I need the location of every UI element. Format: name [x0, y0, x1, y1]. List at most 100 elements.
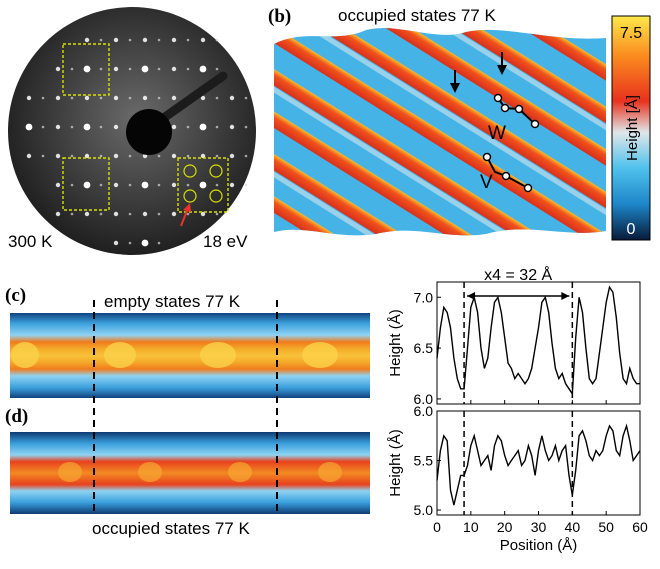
diffraction-spot — [84, 211, 90, 217]
highlight-box — [177, 157, 229, 213]
diffraction-spot — [41, 96, 45, 100]
x-tick-label: 60 — [632, 519, 648, 535]
highlight-box — [62, 157, 110, 211]
diffraction-spot — [186, 183, 190, 187]
diffraction-spot — [171, 153, 177, 159]
w-chain — [497, 97, 536, 125]
diffraction-spot — [99, 125, 103, 129]
diffraction-spot — [41, 154, 45, 158]
diffraction-spot — [99, 38, 103, 42]
colorbar-min: 0 — [627, 221, 636, 238]
x-tick-label: 30 — [531, 519, 547, 535]
diffraction-spot — [157, 154, 161, 158]
diffraction-spot — [215, 67, 219, 71]
diffraction-spot — [70, 125, 74, 129]
diffraction-spot — [83, 181, 91, 189]
y-tick-label: 5.5 — [414, 453, 434, 469]
v-chain — [486, 156, 529, 189]
chain-node — [493, 93, 503, 103]
diffraction-spot — [141, 65, 149, 73]
colorbar-label: Height [Å] — [624, 95, 641, 161]
diffraction-spot — [199, 181, 207, 189]
period-arrow-head — [467, 292, 476, 300]
period-annotation: x4 = 32 Å — [484, 265, 552, 284]
chain-node — [482, 152, 492, 162]
diffraction-spot — [200, 37, 206, 43]
diffraction-spot — [128, 96, 132, 100]
diffraction-spot — [70, 96, 74, 100]
y-tick-label: 5.0 — [414, 502, 434, 518]
diffraction-spot — [128, 183, 132, 187]
x-tick-label: 40 — [565, 519, 581, 535]
diffraction-spot — [186, 38, 190, 42]
x-tick-label: 0 — [433, 519, 441, 535]
colorbar: 7.5 0 Height [Å] — [611, 15, 651, 241]
diffraction-spot — [113, 37, 119, 43]
occupied-states-maxima — [58, 462, 342, 482]
diffraction-spot — [215, 38, 219, 42]
leed-temperature: 300 K — [8, 232, 53, 251]
panel-d-title: occupied states 77 K — [92, 519, 250, 538]
red-arrow-head — [183, 203, 191, 212]
diffraction-spot — [229, 153, 235, 159]
diffraction-spot — [157, 241, 161, 245]
diffraction-spot — [83, 123, 91, 131]
height-profile-line — [436, 285, 640, 396]
x-tick-label: 20 — [497, 519, 513, 535]
spot-marker-circle — [209, 164, 223, 178]
chain-node — [530, 119, 540, 129]
diffraction-spot — [55, 211, 61, 217]
panel-label-d: (d) — [5, 406, 29, 427]
atomic-row — [274, 54, 606, 236]
occupied-states-profile-chart: 5.0 5.5 6.0 0 10 20 30 40 50 60 Height (Å) Position… — [387, 403, 648, 554]
period-arrow-head — [561, 292, 570, 300]
diffraction-spot — [171, 95, 177, 101]
diffraction-spot — [84, 37, 90, 43]
row-highlight — [274, 28, 606, 236]
down-arrow-head — [450, 83, 460, 93]
diffraction-spot — [157, 183, 161, 187]
diffraction-spot — [99, 154, 103, 158]
diffraction-spot — [244, 96, 248, 100]
diffraction-spot — [99, 67, 103, 71]
leed-pattern-image — [8, 7, 256, 255]
diffraction-spot — [128, 241, 132, 245]
x-axis-label: Position (Å) — [500, 537, 578, 554]
stm-line-images — [10, 300, 370, 514]
panel-b-title: occupied states 77 K — [338, 6, 496, 25]
diffraction-spot — [70, 154, 74, 158]
y-axis-label: Height (Å) — [387, 309, 404, 377]
diffraction-spot — [113, 240, 119, 246]
diffraction-spot — [171, 182, 177, 188]
diffraction-spot — [229, 182, 235, 188]
spot-marker-circle — [183, 164, 197, 178]
diffraction-spot — [99, 96, 103, 100]
diffraction-spot — [244, 183, 248, 187]
diffraction-spot — [141, 239, 149, 247]
panel-label-a: (a) — [8, 6, 31, 27]
electron-gun-shadow — [126, 109, 172, 155]
spot-marker-circle — [209, 189, 223, 203]
empty-states-maxima — [11, 342, 338, 368]
diffraction-spot — [199, 123, 207, 131]
diffraction-spot — [186, 67, 190, 71]
diffraction-spot — [113, 95, 119, 101]
diffraction-spot — [200, 95, 206, 101]
diffraction-spot — [199, 65, 207, 73]
down-arrow-head — [497, 65, 507, 75]
leed-energy: 18 eV — [203, 232, 248, 251]
diffraction-spot — [55, 153, 61, 159]
diffraction-spot — [55, 182, 61, 188]
y-tick-label: 6.0 — [414, 403, 434, 419]
spot-marker-circle — [183, 189, 197, 203]
diffraction-spot — [55, 124, 61, 130]
diffraction-spot — [113, 153, 119, 159]
y-axis-label: Height (Å) — [387, 429, 404, 497]
atomic-row — [274, 28, 606, 223]
atomic-row — [274, 28, 606, 236]
diffraction-spot — [113, 211, 119, 217]
diffraction-spot — [157, 212, 161, 216]
diffraction-spot — [244, 125, 248, 129]
diffraction-spot — [171, 124, 177, 130]
